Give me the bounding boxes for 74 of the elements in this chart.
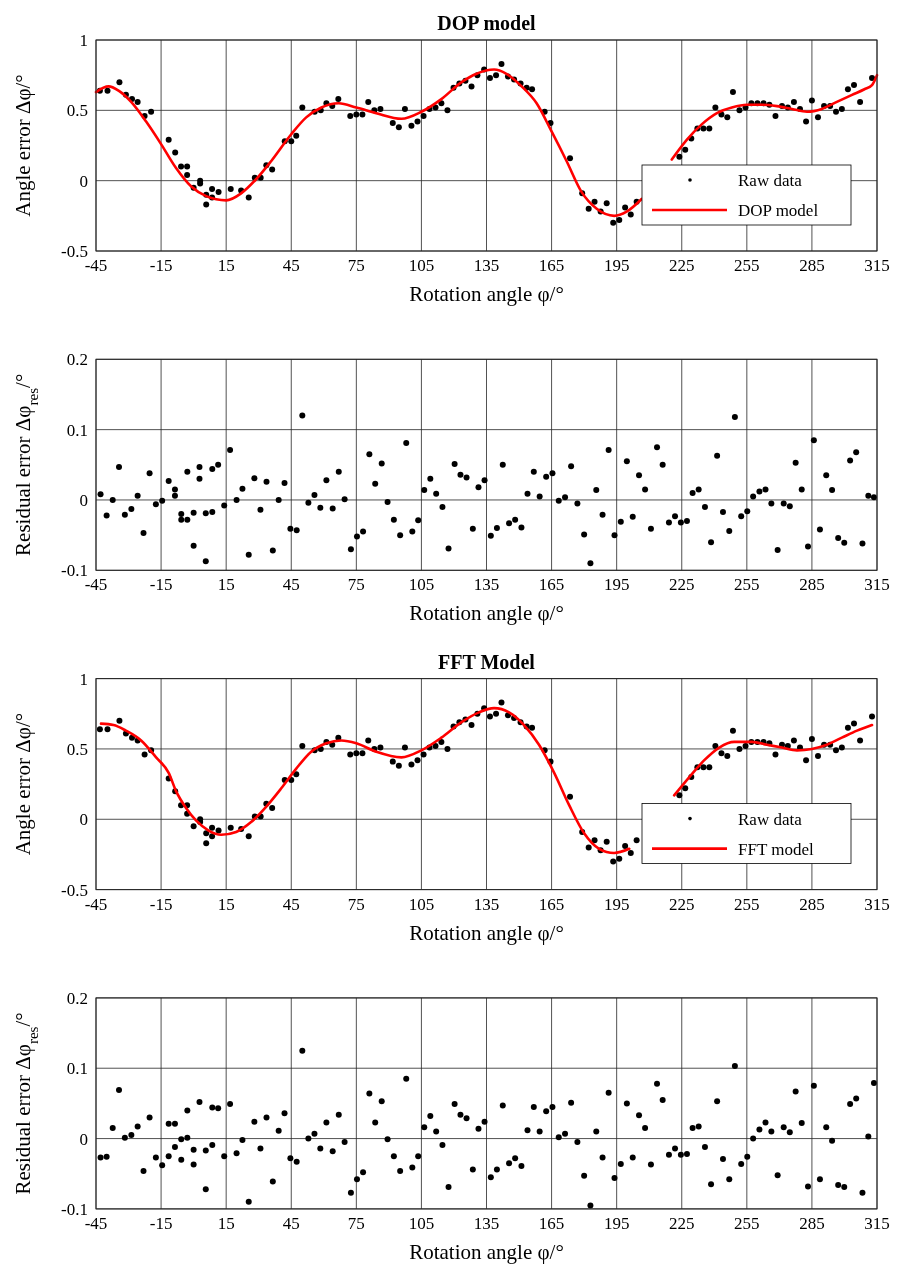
text: Raw data (738, 809, 803, 829)
x-tick-label: 105 (408, 256, 435, 275)
y-tick-label: 0 (79, 171, 88, 191)
y-tick-label: 0.2 (66, 988, 88, 1008)
x-tick-label: 315 (864, 1213, 890, 1233)
legend-label: DOP model (738, 200, 819, 220)
y-tick-label: -0.5 (61, 880, 88, 900)
x-tick-label: 105 (408, 575, 435, 595)
x-tick-label: 285 (799, 256, 825, 275)
x-tick-label: 105 (408, 894, 435, 914)
text: Raw data (738, 170, 803, 190)
x-tick-label: 165 (538, 256, 565, 275)
x-tick-label: 225 (669, 575, 695, 595)
x-tick-label: 15 (217, 575, 235, 595)
x-tick-label: 15 (217, 894, 235, 914)
x-tick-label: 255 (734, 1213, 760, 1233)
x-axis-title: Rotation angle φ/° (409, 601, 564, 626)
legend-label: FFT model (738, 839, 814, 859)
x-tick-label: 285 (799, 894, 825, 914)
x-tick-label: 75 (347, 1213, 365, 1233)
y-tick-label: 0 (79, 490, 88, 510)
x-tick-label: 225 (669, 1213, 695, 1233)
x-tick-label: 45 (282, 256, 300, 275)
x-tick-label: 195 (603, 894, 630, 914)
x-tick-label: 165 (538, 1213, 565, 1233)
chart-title: DOP model (437, 12, 537, 34)
x-tick-label: 45 (282, 575, 300, 595)
x-tick-label: 75 (347, 894, 365, 914)
y-tick-label: 0 (79, 810, 88, 830)
x-tick-label: 75 (347, 256, 365, 275)
x-tick-label: -15 (149, 894, 173, 914)
x-tick-label: 255 (734, 256, 760, 275)
y-tick-label: 0.1 (66, 420, 88, 440)
x-tick-label: 315 (864, 575, 890, 595)
y-tick-label: 0.1 (66, 1059, 88, 1079)
x-tick-label: 225 (669, 894, 695, 914)
y-axis-title: Angle error Δφ/° (11, 712, 35, 856)
y-axis-title: Angle error Δφ/° (11, 74, 35, 217)
x-tick-label: 15 (217, 1213, 235, 1233)
y-tick-label: 0.5 (66, 101, 88, 121)
x-tick-label: 135 (473, 575, 500, 595)
y-tick-label: -0.1 (61, 1199, 88, 1219)
x-tick-label: 135 (473, 256, 500, 275)
x-tick-label: 135 (473, 894, 500, 914)
x-tick-label: 315 (864, 894, 890, 914)
x-tick-label: -15 (149, 575, 173, 595)
x-tick-label: 165 (538, 575, 565, 595)
x-tick-label: 195 (603, 256, 630, 275)
x-tick-label: -15 (149, 1213, 173, 1233)
x-tick-label: 45 (282, 1213, 300, 1233)
x-tick-label: 285 (799, 1213, 825, 1233)
y-tick-label: 0 (79, 1129, 88, 1149)
x-tick-label: 165 (538, 894, 565, 914)
x-tick-label: 105 (408, 1213, 435, 1233)
x-tick-label: 225 (669, 256, 695, 275)
x-tick-label: 195 (603, 575, 630, 595)
x-tick-label: 315 (864, 256, 890, 275)
x-tick-label: 15 (217, 256, 235, 275)
y-tick-label: 1 (79, 30, 88, 50)
x-tick-label: 135 (473, 1213, 500, 1233)
chart-title: FFT Model (438, 650, 536, 673)
x-axis-title: Rotation angle φ/° (409, 282, 564, 306)
x-tick-label: 195 (603, 1213, 630, 1233)
x-tick-label: 45 (282, 894, 300, 914)
x-tick-label: 75 (347, 575, 365, 595)
y-tick-label: 0.2 (66, 350, 88, 370)
x-tick-label: 255 (734, 894, 760, 914)
y-tick-label: 0.5 (66, 739, 88, 759)
x-tick-label: -15 (149, 256, 173, 275)
x-axis-title: Rotation angle φ/° (409, 920, 564, 945)
x-tick-label: 285 (799, 575, 825, 595)
x-tick-label: 255 (734, 575, 760, 595)
y-tick-label: 1 (79, 669, 88, 689)
x-axis-title: Rotation angle φ/° (409, 1239, 564, 1264)
